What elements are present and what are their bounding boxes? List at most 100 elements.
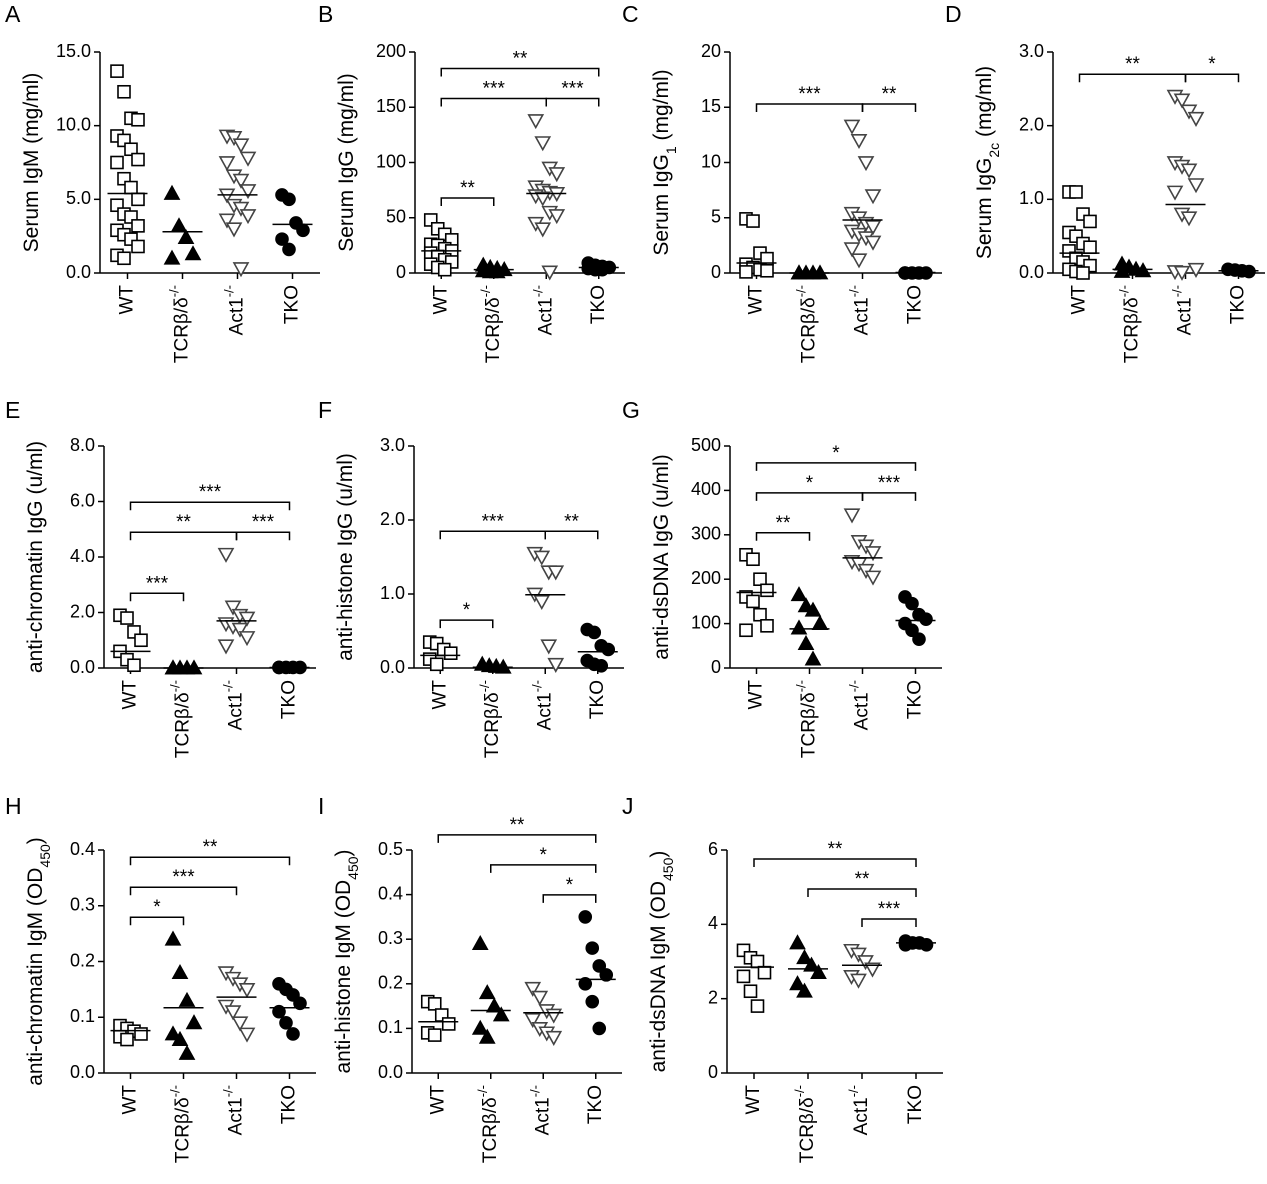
y-tick-label: 200 <box>376 41 406 61</box>
data-point <box>1180 104 1198 120</box>
category-name: WT <box>1069 285 1090 315</box>
category-superscript: -/- <box>167 1085 182 1097</box>
panel-letter: F <box>318 397 332 423</box>
y-axis-label-part: Serum IgG <box>650 154 673 256</box>
panel: E 0.0 2.0 4.0 6.0 8.0 anti-chromatin IgG (u/ml… <box>5 397 316 758</box>
x-tick-label: TCRβ/δ-/- <box>792 1085 818 1163</box>
data-point <box>131 112 145 127</box>
data-point <box>120 611 134 625</box>
y-tick-label: 0.0 <box>380 657 405 677</box>
category-name: Act1 <box>852 297 873 335</box>
x-tick-label: Act1-/- <box>846 680 872 730</box>
significance-bracket <box>439 530 546 540</box>
data-point <box>437 262 452 277</box>
data-point <box>739 265 753 279</box>
y-axis-label: Serum IgG (mg/ml) <box>335 73 358 252</box>
data-point <box>239 209 257 225</box>
panel-letter: G <box>622 397 640 423</box>
data-point <box>850 134 868 150</box>
data-point <box>585 941 600 955</box>
significance-bracket <box>1184 73 1240 83</box>
y-axis-label-part: 2c <box>986 143 1002 158</box>
significance-bracket <box>129 916 185 926</box>
x-tick-label: TCRβ/δ-/- <box>478 285 504 363</box>
category-name: TCRβ/δ <box>172 297 193 363</box>
significance-bracket <box>440 97 547 107</box>
data-point <box>184 245 202 261</box>
data-point <box>534 222 552 238</box>
data-point <box>746 214 760 228</box>
x-tick-label: WT <box>120 680 141 710</box>
data-point <box>185 1014 203 1030</box>
significance-bracket <box>440 197 495 206</box>
data-point <box>843 119 861 135</box>
category-name: TKO <box>585 1085 606 1124</box>
data-point <box>1187 262 1205 278</box>
x-tick-label: Act1-/- <box>527 1085 553 1135</box>
x-tick-label: TCRβ/δ-/- <box>1116 285 1142 363</box>
data-point <box>164 1025 182 1041</box>
y-tick-label: 4 <box>708 913 718 933</box>
data-point <box>864 189 882 205</box>
category-superscript: -/- <box>477 680 492 692</box>
data-point <box>163 249 181 265</box>
x-tick-label: WT <box>746 285 767 315</box>
data-point <box>746 552 760 567</box>
y-axis-label-part: ) <box>24 837 47 844</box>
x-tick-label: Act1-/- <box>221 285 247 335</box>
y-tick-label: 15.0 <box>56 41 91 61</box>
data-point <box>478 984 496 1000</box>
data-point <box>124 142 138 157</box>
data-point <box>131 192 145 207</box>
y-tick-label: 10.0 <box>56 114 91 134</box>
data-point <box>857 156 875 172</box>
category-superscript: -/- <box>529 680 544 692</box>
y-tick-label: 8.0 <box>70 435 95 455</box>
x-tick-label: TCRβ/δ-/- <box>166 285 192 363</box>
data-point <box>224 600 242 616</box>
data-point <box>296 223 310 238</box>
y-tick-label: 0.2 <box>378 973 403 993</box>
category-superscript: -/- <box>221 285 236 297</box>
x-tick-label: TKO <box>587 680 608 719</box>
category-name: TKO <box>905 285 926 324</box>
significance-bracket <box>490 864 597 873</box>
category-name: Act1 <box>851 1097 872 1135</box>
category-name: WT <box>429 680 450 710</box>
data-point <box>746 594 760 609</box>
category-superscript: -/- <box>475 1085 490 1097</box>
data-point <box>534 191 552 207</box>
y-axis-label: anti-histone IgM (OD450) <box>332 849 361 1073</box>
data-point <box>217 547 235 563</box>
panel-letter: A <box>5 1 21 27</box>
category-name: WT <box>120 680 141 710</box>
significance-bracket <box>440 67 600 77</box>
data-point <box>585 994 600 1009</box>
x-tick-label: TCRβ/δ-/- <box>477 680 503 758</box>
data-point <box>919 612 933 626</box>
significance-bracket <box>861 492 917 501</box>
data-point <box>120 1032 134 1047</box>
category-name: WT <box>746 680 767 710</box>
data-point <box>803 956 820 972</box>
significance-label: *** <box>878 899 901 920</box>
data-point <box>1173 93 1191 109</box>
significance-label: *** <box>252 512 275 533</box>
y-axis-label: anti-dsDNA IgG (u/ml) <box>650 454 673 659</box>
data-point <box>238 1027 256 1043</box>
data-point <box>864 220 882 236</box>
y-tick-label: 6 <box>708 839 718 859</box>
significance-label: ** <box>564 511 579 532</box>
y-axis-label: anti-chromatin IgM (OD450) <box>24 837 53 1086</box>
x-tick-label: WT <box>117 285 138 315</box>
data-point <box>232 138 250 154</box>
y-axis-label-part: (mg/ml) <box>650 69 673 146</box>
data-point <box>843 242 861 258</box>
y-axis-label: Serum IgM (mg/ml) <box>20 73 43 253</box>
significance-bracket <box>439 619 494 629</box>
data-point <box>1180 211 1198 227</box>
x-tick-label: WT <box>120 1085 141 1115</box>
category-name: WT <box>427 1085 448 1115</box>
data-point <box>1069 185 1083 199</box>
